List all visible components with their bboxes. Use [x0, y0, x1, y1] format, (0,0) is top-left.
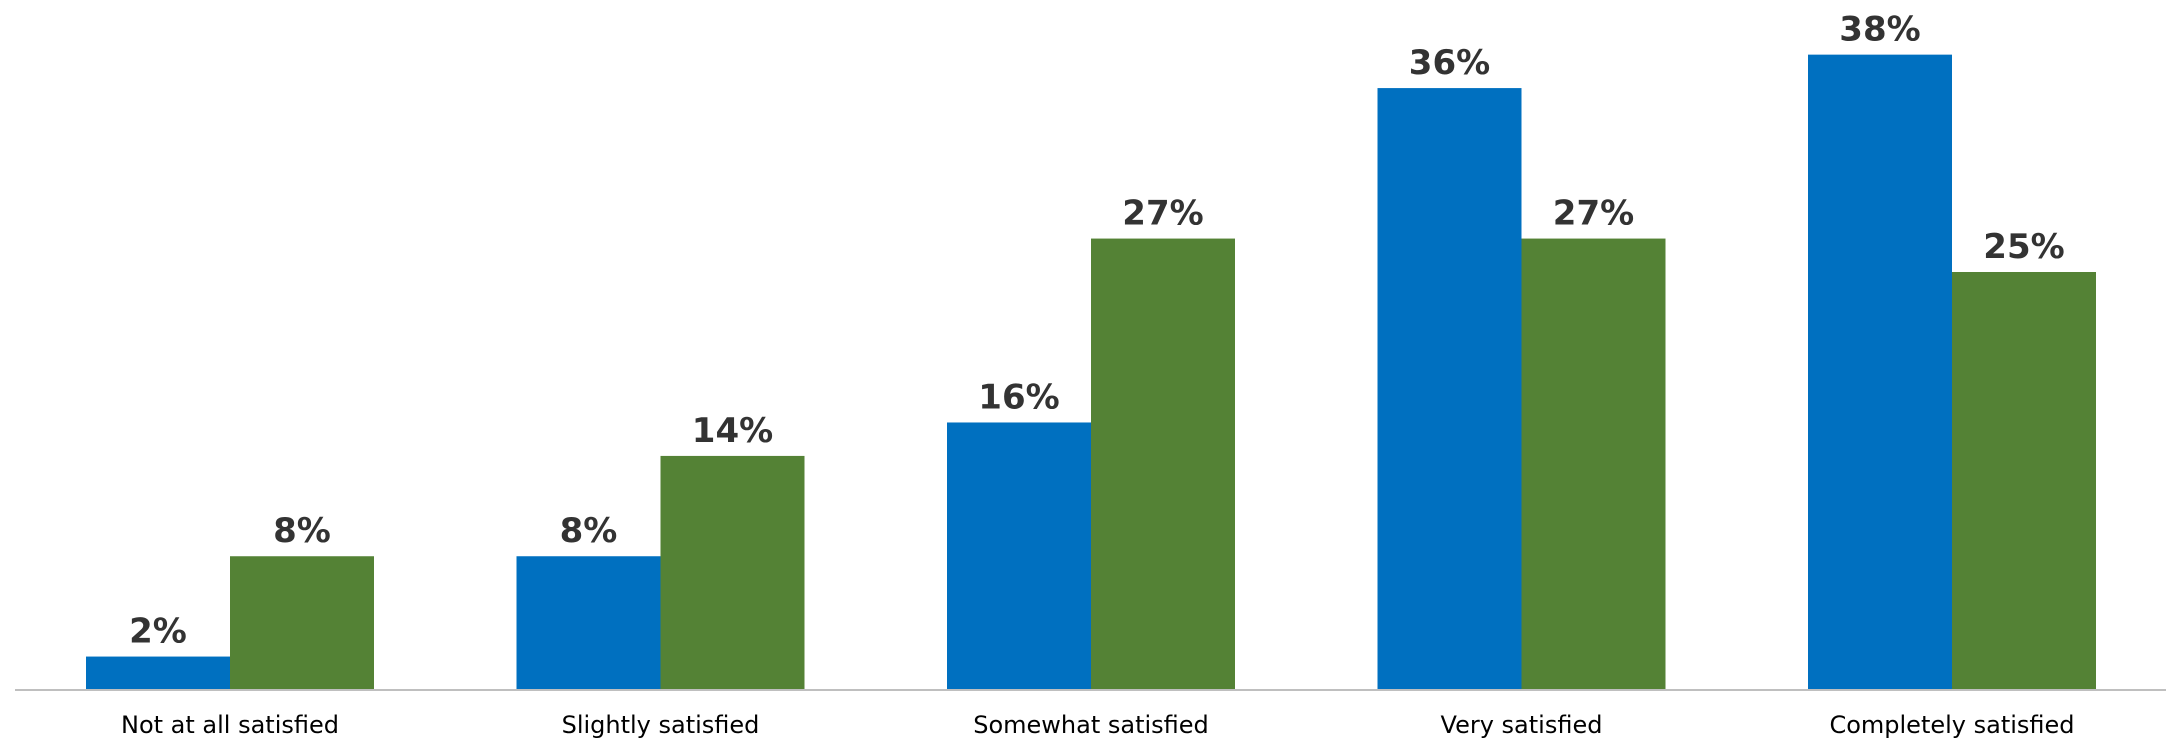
category-labels-layer: Not at all satisfied Slightly satisfied So… [121, 711, 2075, 739]
bar-series2-5 [1952, 272, 2096, 690]
bar-series1-4 [1377, 88, 1522, 690]
bar-series2-3 [1091, 238, 1235, 690]
category-label-4: Very satisfied [1441, 711, 1603, 739]
value-label-series2-1: 8% [273, 511, 331, 551]
bar-series2-1 [230, 556, 374, 690]
bar-series1-1 [86, 656, 230, 690]
category-label-1: Not at all satisfied [121, 711, 339, 739]
category-label-2: Slightly satisfied [562, 711, 760, 739]
value-label-series2-3: 27% [1122, 194, 1203, 234]
value-label-series1-3: 16% [978, 377, 1059, 417]
category-label-3: Somewhat satisfied [973, 711, 1209, 739]
value-label-series1-1: 2% [129, 612, 187, 652]
value-label-series1-5: 38% [1839, 10, 1920, 50]
bar-series1-3 [947, 422, 1091, 690]
bar-series1-2 [516, 556, 661, 690]
value-label-series2-5: 25% [1983, 227, 2064, 267]
value-label-series2-2: 14% [692, 411, 773, 451]
bar-series2-2 [660, 455, 805, 690]
bars-layer [86, 54, 2096, 690]
value-labels-layer: 2% 8% 8% 14% 16% 27% 36% 27% 38% 25% [129, 10, 2065, 652]
value-label-series1-4: 36% [1409, 43, 1490, 83]
category-label-5: Completely satisfied [1829, 711, 2074, 739]
bar-series2-4 [1521, 238, 1666, 690]
value-label-series1-2: 8% [560, 511, 618, 551]
bar-series1-5 [1808, 54, 1952, 690]
value-label-series2-4: 27% [1553, 194, 1634, 234]
